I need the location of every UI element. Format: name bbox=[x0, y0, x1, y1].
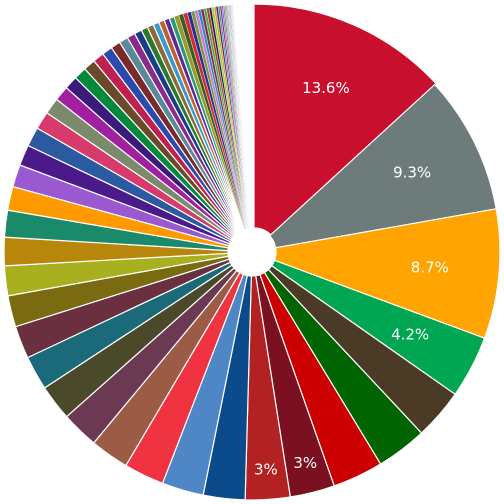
pie-slice bbox=[273, 208, 501, 340]
slice-value-label: 8.7% bbox=[411, 259, 449, 277]
slice-value-label: 3% bbox=[293, 454, 317, 472]
pie-labels: 13.6% 9.3% 8.7% 4.2% 3% 3% bbox=[254, 79, 449, 478]
pie-slice bbox=[253, 3, 438, 237]
slice-value-label: 3% bbox=[254, 460, 278, 478]
slice-value-label: 9.3% bbox=[393, 163, 431, 181]
pie-slices bbox=[3, 3, 501, 501]
pie-slice bbox=[268, 83, 497, 249]
slice-value-label: 13.6% bbox=[302, 79, 350, 97]
pie-slice bbox=[231, 4, 251, 229]
slice-value-label: 4.2% bbox=[391, 325, 429, 343]
